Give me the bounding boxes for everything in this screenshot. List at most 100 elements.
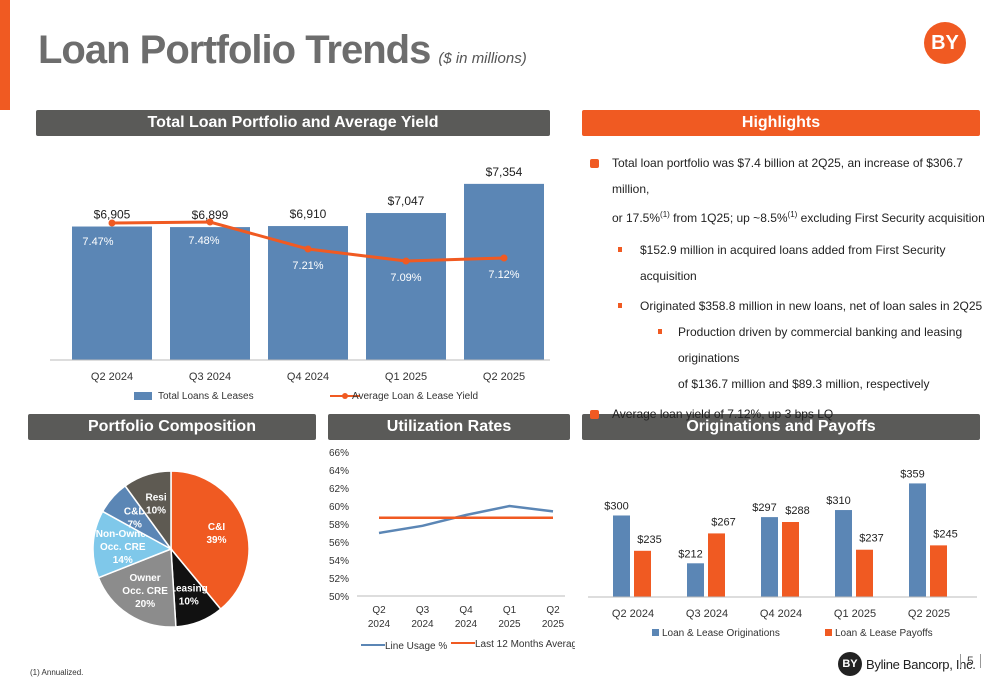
footer-brand-name: Byline Bancorp, Inc.	[866, 656, 976, 672]
originations-bar	[909, 483, 926, 597]
pie-slice	[170, 470, 250, 611]
highlight-subsubitem-text: Production driven by commercial banking …	[678, 325, 963, 365]
highlight-item: Average loan yield of 7.12%, up 3 bps LQ	[586, 401, 996, 427]
x-tick-label: Q1 2025	[834, 608, 876, 620]
bar-value-label: $300	[604, 500, 628, 512]
page-number: 5	[960, 654, 981, 668]
yield-point	[206, 218, 214, 226]
page-subtitle: ($ in millions)	[438, 50, 527, 67]
x-tick-label: Q4	[459, 605, 473, 616]
x-tick-label: 2024	[368, 619, 391, 630]
highlight-subitem-text: Originated $358.8 million in new loans, …	[640, 299, 983, 313]
bar-value-label: $6,905	[94, 208, 131, 222]
x-tick-label: Q4 2024	[287, 371, 329, 383]
originations-bar	[761, 517, 778, 597]
x-tick-label: Q2 2024	[91, 371, 133, 383]
payoffs-bar	[708, 533, 725, 597]
highlight-subitem: Originated $358.8 million in new loans, …	[586, 293, 996, 319]
x-tick-label: Q2 2024	[612, 608, 654, 620]
legend-label-usage: Line Usage %	[385, 641, 447, 652]
utilization-rates-chart: 50% 52% 54% 56% 58% 60% 62% 64% 66% Q2 2024 Q3 2024 Q…	[329, 448, 575, 652]
pie-slice	[97, 547, 177, 628]
x-tick-label: 2025	[542, 619, 565, 630]
x-tick-label: 2024	[411, 619, 434, 630]
yield-label: 7.48%	[188, 235, 219, 247]
bar-value-label: $245	[933, 528, 957, 540]
bar-value-label: $359	[900, 468, 924, 480]
bar-value-label: $7,047	[388, 194, 425, 208]
pie-slice-label: C&I	[208, 522, 225, 533]
loan-bar	[170, 227, 250, 360]
y-tick-label: 54%	[329, 556, 349, 567]
page-title-text: Loan Portfolio Trends	[38, 28, 431, 72]
legend-label-payoffs: Loan & Lease Payoffs	[835, 628, 933, 639]
x-tick-label: Q2 2025	[908, 608, 950, 620]
bar-value-label: $6,910	[290, 207, 327, 221]
x-tick-label: Q3 2024	[686, 608, 728, 620]
bar-value-label: $235	[637, 534, 661, 546]
section-header-highlights: Highlights	[582, 110, 980, 136]
highlight-subsubitem: Production driven by commercial banking …	[586, 319, 996, 397]
highlight-text: Total loan portfolio was $7.4 billion at…	[612, 156, 963, 196]
originations-bar	[687, 563, 704, 597]
line-usage-series	[378, 504, 554, 535]
pie-slice-percent: 10%	[179, 596, 199, 607]
highlight-subsubitem-text: of $136.7 million and $89.3 million, res…	[678, 377, 930, 391]
x-tick-label: 2024	[455, 619, 478, 630]
pie-slice-percent: 39%	[206, 535, 226, 546]
brand-logo: BY	[924, 22, 966, 64]
legend-swatch-loans	[134, 392, 152, 400]
pie-slice-percent: 20%	[135, 599, 155, 610]
highlight-text: or 17.5%(1) from 1Q25; up ~8.5%(1) exclu…	[612, 210, 985, 225]
bar-value-label: $212	[678, 548, 702, 560]
x-tick-label: 2025	[498, 619, 521, 630]
highlight-subitem-text: $152.9 million in acquired loans added f…	[640, 243, 946, 283]
legend-label-loans: Total Loans & Leases	[158, 391, 254, 402]
page-title: Loan Portfolio Trends ($ in millions)	[38, 28, 527, 73]
y-tick-label: 62%	[329, 484, 349, 495]
bar-value-label: $297	[752, 502, 776, 514]
section-header-composition: Portfolio Composition	[28, 414, 316, 440]
loan-bar	[72, 226, 152, 360]
y-tick-label: 50%	[329, 592, 349, 603]
footnote: (1) Annualized.	[30, 668, 84, 677]
payoffs-bar	[856, 549, 873, 597]
pie-slice-label: Owner	[130, 573, 161, 584]
yield-point	[402, 257, 410, 265]
loan-portfolio-chart: $6,905 Q2 2024 $6,899 Q3 2024 $6,910 Q4 2024 $…	[50, 165, 550, 402]
y-tick-label: 60%	[329, 502, 349, 513]
yield-label: 7.12%	[488, 269, 519, 281]
x-tick-label: Q1 2025	[385, 371, 427, 383]
y-tick-label: 64%	[329, 466, 349, 477]
yield-label: 7.21%	[292, 260, 323, 272]
payoffs-bar	[782, 522, 799, 597]
square-bullet-icon	[618, 303, 622, 308]
legend-label-yield: Average Loan & Lease Yield	[352, 391, 478, 402]
bullet-icon	[590, 159, 599, 168]
originations-payoffs-chart: $300 $235 Q2 2024 $212 $267 Q3 2024 $297 $288 Q4…	[588, 468, 977, 639]
legend-label-originations: Loan & Lease Originations	[662, 628, 780, 639]
highlight-subitem: $152.9 million in acquired loans added f…	[586, 237, 996, 289]
footer-logo: BY Byline Bancorp, Inc.	[838, 652, 976, 676]
x-tick-label: Q4 2024	[760, 608, 802, 620]
payoffs-bar	[930, 545, 947, 597]
pie-slice	[92, 510, 173, 579]
section-header-loan-portfolio: Total Loan Portfolio and Average Yield	[36, 110, 550, 136]
x-tick-label: Q2	[372, 605, 386, 616]
loan-bar	[464, 183, 544, 360]
legend-swatch-originations	[652, 629, 659, 636]
x-tick-label: Q2	[546, 605, 560, 616]
bar-value-label: $288	[785, 505, 809, 517]
pie-slice-label: C&D	[124, 507, 146, 518]
portfolio-composition-pie: C&I 39% Leasing 10% Owner Occ. CRE 20% Non-Owne…	[92, 470, 250, 628]
y-tick-label: 66%	[329, 448, 349, 459]
y-tick-label: 58%	[329, 520, 349, 531]
originations-bar	[835, 510, 852, 597]
yield-point	[500, 254, 508, 262]
originations-bar	[613, 515, 630, 597]
loan-bar	[366, 213, 446, 360]
payoffs-bar	[634, 550, 651, 597]
y-tick-label: 52%	[329, 574, 349, 585]
yield-point	[304, 245, 312, 253]
bar-value-label: $6,899	[192, 208, 229, 222]
